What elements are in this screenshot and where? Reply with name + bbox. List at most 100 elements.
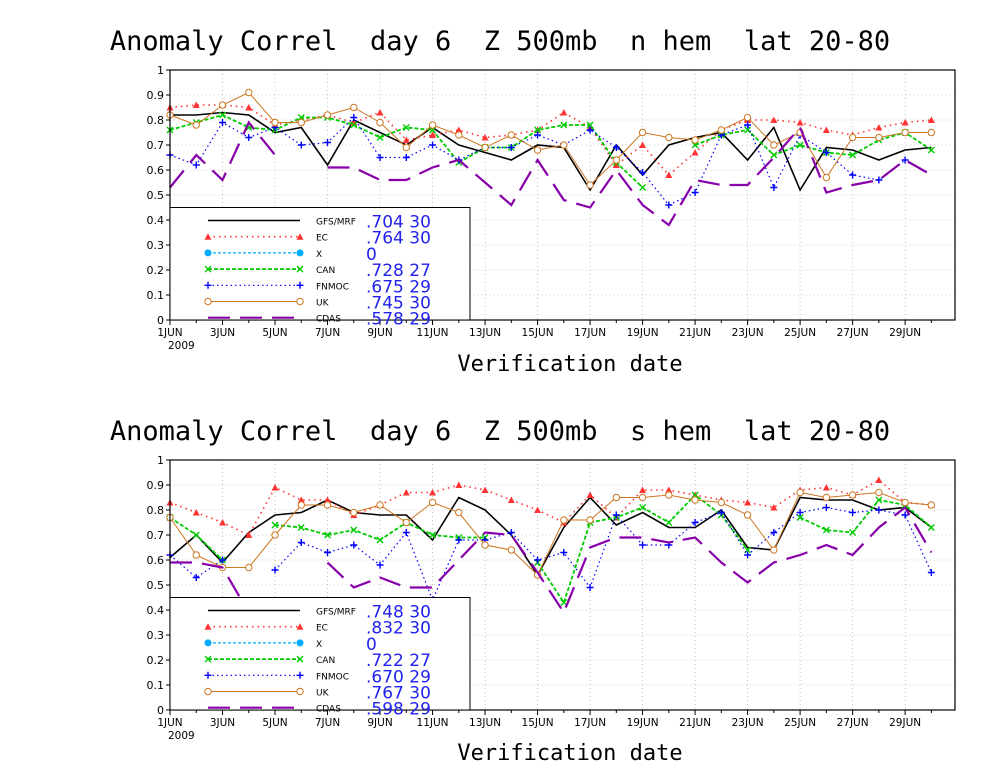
- legend-marker: [296, 297, 304, 306]
- y-tick-label: 0.9: [147, 479, 165, 492]
- x-axis-label-nh: Verification date: [457, 352, 683, 377]
- y-tick-label: 0.8: [147, 504, 165, 517]
- data-point: [376, 118, 384, 127]
- data-point: [848, 491, 857, 499]
- data-point: [219, 111, 227, 119]
- data-point: [691, 496, 699, 504]
- data-point: [560, 516, 568, 524]
- data-point: [324, 139, 332, 146]
- data-point: [507, 131, 516, 139]
- data-point: [534, 131, 542, 139]
- legend-name: GFS/MRF: [316, 608, 356, 618]
- data-point: [901, 156, 909, 164]
- x-tick-label: 29JUN: [889, 717, 921, 729]
- data-point: [297, 496, 305, 503]
- data-point: [849, 529, 857, 536]
- data-point: [534, 556, 542, 564]
- data-point: [560, 121, 568, 129]
- data-point: [402, 136, 410, 143]
- data-point: [428, 121, 437, 129]
- data-point: [665, 486, 673, 493]
- data-point: [717, 498, 726, 507]
- year-label: 2009: [168, 730, 195, 742]
- data-point: [586, 584, 594, 591]
- legend-stat: .832 30: [366, 619, 431, 639]
- data-point: [455, 481, 463, 488]
- data-point: [586, 516, 594, 524]
- data-point: [875, 506, 883, 514]
- data-point: [245, 531, 253, 538]
- legend-marker: [296, 623, 304, 630]
- legend-marker: [204, 233, 212, 240]
- data-point: [717, 509, 725, 516]
- data-point: [612, 493, 621, 502]
- y-tick-label: 0.1: [147, 679, 165, 692]
- data-point: [324, 549, 332, 556]
- legend-marker: [296, 687, 304, 696]
- data-point: [297, 141, 305, 149]
- legend-marker: [204, 297, 212, 306]
- x-tick-label: 1JUN: [157, 717, 182, 729]
- data-point: [639, 141, 647, 148]
- x-tick-label: 3JUN: [210, 327, 235, 339]
- data-point: [376, 561, 384, 569]
- y-tick-label: 0.4: [147, 604, 165, 617]
- legend: GFS/MRF .748 30 EC .832 30 X 0 CAN .722 27 FNMOC…: [169, 597, 471, 720]
- x-tick-label: 21JUN: [679, 327, 711, 339]
- data-point: [691, 519, 699, 526]
- data-point: [639, 486, 647, 493]
- series-ec: [166, 476, 935, 538]
- data-point: [376, 154, 384, 161]
- data-point: [875, 488, 883, 497]
- legend-name: CAN: [316, 656, 335, 666]
- x-tick-label: 9JUN: [367, 327, 392, 339]
- data-point: [481, 143, 489, 152]
- data-point: [849, 171, 857, 179]
- data-point: [560, 141, 568, 149]
- legend-name: FNMOC: [316, 282, 349, 292]
- data-point: [245, 104, 253, 111]
- legend-name: CDAS: [316, 315, 341, 325]
- legend-name: UK: [316, 689, 330, 699]
- data-point: [481, 134, 489, 141]
- y-tick-label: 0.3: [147, 239, 165, 252]
- chart-title-sh: Anomaly Correl day 6 Z 500mb s hem lat 2…: [109, 416, 891, 447]
- data-point: [901, 119, 909, 126]
- legend-stat: .704 30: [366, 213, 431, 233]
- data-point: [271, 484, 279, 491]
- data-point: [743, 511, 752, 519]
- data-point: [875, 476, 883, 483]
- data-point: [376, 501, 384, 509]
- data-point: [770, 529, 778, 536]
- y-tick-label: 0.5: [147, 189, 165, 202]
- legend-marker: [296, 671, 304, 679]
- data-point: [192, 574, 200, 581]
- y-tick-label: 0.2: [147, 654, 165, 667]
- legend-marker: [296, 639, 304, 647]
- data-point: [691, 189, 699, 196]
- data-point: [350, 526, 358, 534]
- x-tick-label: 13JUN: [469, 327, 501, 339]
- data-point: [927, 569, 935, 576]
- data-point: [297, 501, 305, 509]
- data-point: [429, 141, 437, 149]
- legend-stat: .767 30: [366, 684, 431, 704]
- data-point: [455, 508, 463, 517]
- data-point: [612, 144, 620, 151]
- data-point: [376, 536, 384, 544]
- data-point: [848, 133, 857, 142]
- data-point: [586, 126, 594, 134]
- data-point: [822, 126, 830, 133]
- data-point: [245, 88, 253, 97]
- x-tick-label: 11JUN: [417, 717, 449, 729]
- data-point: [744, 499, 752, 506]
- x-tick-label: 17JUN: [574, 327, 606, 339]
- series-line: [169, 491, 932, 576]
- data-point: [770, 184, 778, 191]
- series-line: [169, 496, 932, 577]
- data-point: [455, 126, 463, 133]
- data-point: [901, 128, 909, 137]
- data-point: [770, 151, 778, 159]
- data-point: [638, 493, 647, 502]
- data-point: [271, 566, 279, 574]
